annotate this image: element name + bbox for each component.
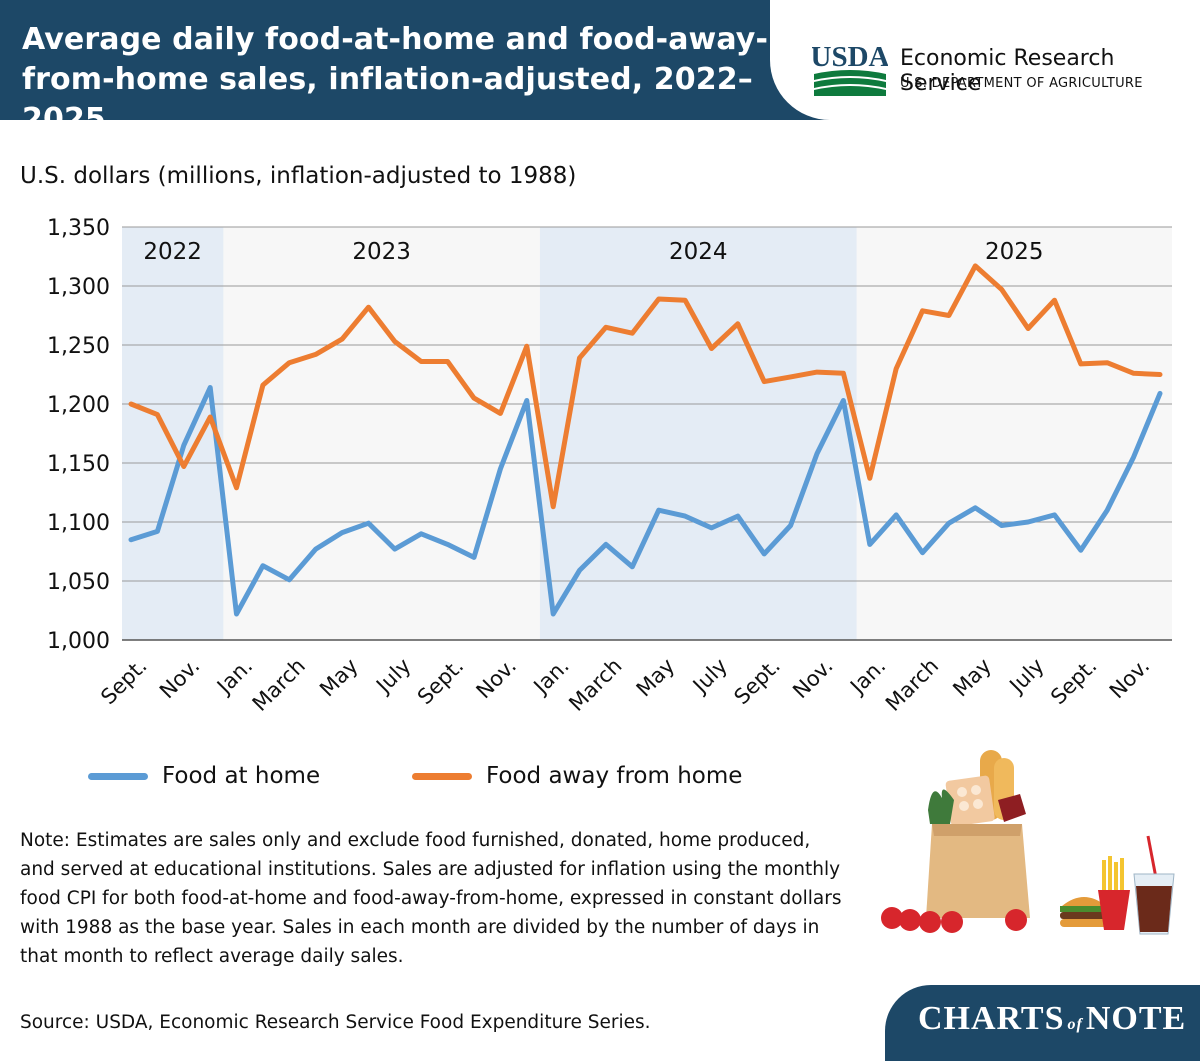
x-tick-label: July: [370, 654, 415, 699]
series-line-food-at-home: [128, 385, 1163, 617]
x-tick-label: May: [632, 654, 680, 702]
x-tick-label: Jan.: [211, 654, 257, 700]
year-label: 2022: [143, 239, 202, 265]
x-tick-label: July: [687, 654, 732, 699]
x-tick-label: Sept.: [413, 654, 469, 710]
grocery-bag-icon: [926, 824, 1030, 918]
y-tick-label: 1,100: [47, 511, 110, 536]
year-label: 2024: [669, 239, 728, 265]
x-tick-label: Jan.: [844, 654, 890, 700]
greens-icon: [928, 789, 954, 824]
legend-label-food-away: Food away from home: [486, 763, 743, 789]
legend-item-food-at-home: Food at home: [88, 763, 320, 789]
brand-note: NOTE: [1085, 1000, 1187, 1037]
brand-of: of: [1067, 1016, 1083, 1033]
legend-swatch-food-at-home: [88, 772, 148, 780]
org-name: Economic Research Service: [900, 46, 1115, 96]
y-tick-label: 1,250: [47, 334, 110, 359]
usda-logo-text: USDA: [812, 41, 888, 73]
x-tick-label: Sept.: [96, 654, 152, 710]
x-tick-label: Jan.: [528, 654, 574, 700]
series-line-food-away: [128, 263, 1163, 510]
food-illustration: [881, 750, 1175, 935]
chart-note: Note: Estimates are sales only and exclu…: [20, 830, 842, 967]
legend-swatch-food-away: [412, 772, 472, 780]
grocery-bag-fold: [932, 824, 1022, 836]
soda-icon: [1133, 835, 1175, 935]
charts-of-note-logo: CHARTS of NOTE: [918, 1000, 1186, 1038]
year-band-shade: [122, 227, 224, 640]
footer-banner: [885, 985, 1200, 1061]
x-tick-label: March: [248, 654, 310, 716]
x-tick-label: March: [564, 654, 626, 716]
header-logo-panel: [770, 0, 1200, 120]
y-tick-label: 1,350: [47, 216, 110, 241]
chart-title: Average daily food-at-home and food-away…: [22, 22, 768, 137]
year-band-shade: [539, 227, 857, 640]
chart-source: Source: USDA, Economic Research Service …: [20, 1012, 651, 1033]
x-tick-label: Nov.: [1105, 654, 1155, 704]
apples-icon: [881, 907, 1027, 933]
x-tick-label: Nov.: [788, 654, 838, 704]
x-tick-label: May: [315, 654, 363, 702]
fries-icon: [1098, 856, 1130, 930]
x-tick-label: Nov.: [472, 654, 522, 704]
x-tick-label: July: [1004, 654, 1049, 699]
y-tick-label: 1,000: [47, 629, 110, 654]
legend-item-food-away: Food away from home: [412, 763, 742, 789]
burger-icon: [1060, 897, 1108, 927]
y-tick-label: 1,150: [47, 452, 110, 477]
wine-bottle-icon: [998, 794, 1026, 822]
x-tick-label: Sept.: [1046, 654, 1102, 710]
x-tick-label: Nov.: [155, 654, 205, 704]
brand-charts: CHARTS: [918, 1000, 1065, 1037]
y-tick-label: 1,050: [47, 570, 110, 595]
x-tick-label: Sept.: [729, 654, 785, 710]
line-chart: 1,000 1,050 1,100 1,150 1,200 1,250 1,300 1,350…: [47, 216, 1172, 716]
year-label: 2023: [352, 239, 411, 265]
y-axis-label: U.S. dollars (millions, inflation-adjust…: [20, 163, 577, 189]
usda-logo: USDA: [812, 41, 888, 96]
org-dept: U.S. DEPARTMENT OF AGRICULTURE: [900, 76, 1143, 91]
y-tick-label: 1,300: [47, 275, 110, 300]
year-label: 2025: [985, 239, 1044, 265]
legend-label-food-at-home: Food at home: [162, 763, 321, 789]
x-tick-label: May: [948, 654, 996, 702]
x-tick-label: March: [881, 654, 943, 716]
egg-carton-icon: [945, 775, 995, 827]
y-tick-label: 1,200: [47, 393, 110, 418]
